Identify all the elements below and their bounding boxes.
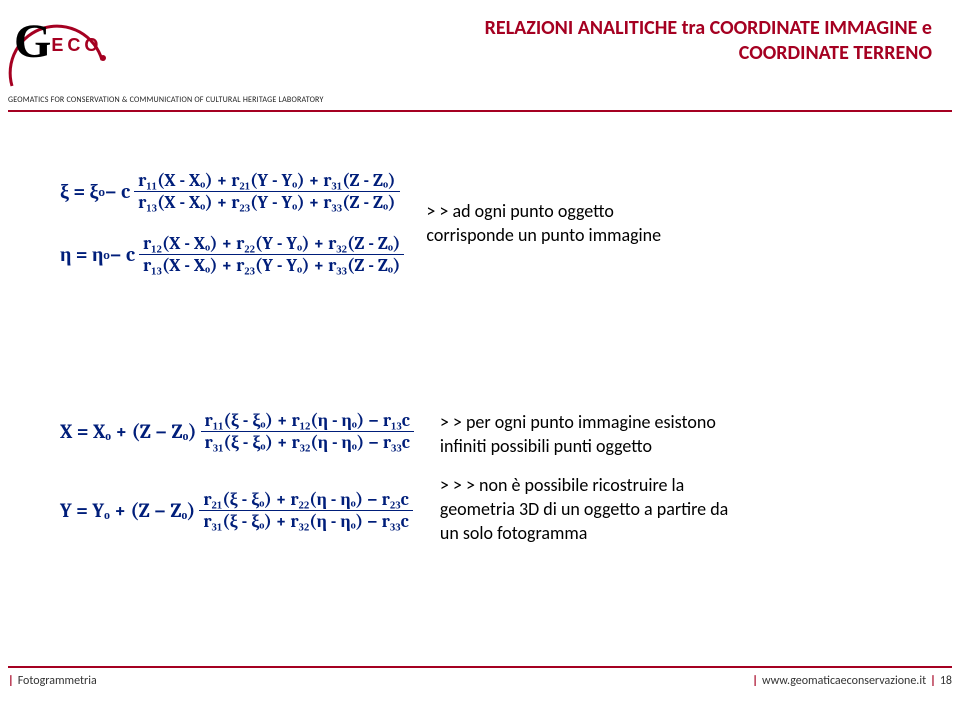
pipe-icon: | — [930, 674, 936, 688]
eq-Y-fraction: r₂₁(ξ - ξₒ) + r₂₂(η - ηₒ) − r₂₃c r₃₁(ξ -… — [199, 489, 412, 532]
laboratory-label: GEOMATICS FOR CONSERVATION & COMMUNICATI… — [8, 95, 324, 105]
eq-xi-lhs-b: − c — [105, 180, 130, 203]
eq-stack-1: ξ = ξo − c r₁₁(X - Xₒ) + r₂₁(Y - Yₒ) + r… — [60, 170, 408, 276]
eq-eta-lhs-a: η = η — [60, 243, 103, 267]
eq-X-lhs: X = Xₒ + (Z − Zₒ) — [60, 420, 197, 444]
logo-sub: ECO — [51, 35, 102, 55]
eq-X: X = Xₒ + (Z − Zₒ) r₁₁(ξ - ξₒ) + r₁₂(η - … — [60, 410, 418, 453]
title-line1: RELAZIONI ANALITICHE tra COORDINATE IMMA… — [485, 16, 932, 41]
eq-Y-num: r₂₁(ξ - ξₒ) + r₂₂(η - ηₒ) − r₂₃c — [199, 489, 412, 510]
eq-eta-lhs-b: − c — [110, 243, 135, 266]
footer-page: 18 — [940, 674, 952, 688]
footer-rule — [8, 666, 952, 668]
footer-left-label: Fotogrammetria — [18, 674, 97, 688]
eq-X-fraction: r₁₁(ξ - ξₒ) + r₁₂(η - ηₒ) − r₁₃c r₃₁(ξ -… — [201, 410, 414, 453]
eq-xi: ξ = ξo − c r₁₁(X - Xₒ) + r₂₁(Y - Yₒ) + r… — [60, 170, 408, 213]
eq-eta-fraction: r₁₂(X - Xₒ) + r₂₂(Y - Yₒ) + r₃₂(Z - Zₒ) … — [139, 233, 404, 276]
note-inverse-a: > > per ogni punto immagine esistono inf… — [440, 410, 740, 459]
eq-eta-den: r₁₃(X - Xₒ) + r₂₃(Y - Yₒ) + r₃₃(Z - Zₒ) — [139, 255, 404, 276]
slide-body: ξ = ξo − c r₁₁(X - Xₒ) + r₂₁(Y - Yₒ) + r… — [0, 130, 960, 636]
footer-left: | Fotogrammetria — [8, 674, 97, 688]
eq-xi-fraction: r₁₁(X - Xₒ) + r₂₁(Y - Yₒ) + r₃₁(Z - Zₒ) … — [134, 170, 399, 213]
eq-X-den: r₃₁(ξ - ξₒ) + r₃₂(η - ηₒ) − r₃₃c — [201, 432, 414, 453]
slide-header: GECO GEOMATICS FOR CONSERVATION & COMMUN… — [0, 0, 960, 110]
note-forward: > > ad ogni punto oggetto corrisponde un… — [426, 199, 686, 248]
eq-stack-2: X = Xₒ + (Z − Zₒ) r₁₁(ξ - ξₒ) + r₁₂(η - … — [60, 410, 418, 532]
slide-footer: | Fotogrammetria | www.geomaticaeconserv… — [8, 666, 952, 688]
eq-xi-den: r₁₃(X - Xₒ) + r₂₃(Y - Yₒ) + r₃₃(Z - Zₒ) — [134, 192, 399, 213]
equation-group-forward: ξ = ξo − c r₁₁(X - Xₒ) + r₂₁(Y - Yₒ) + r… — [60, 170, 686, 276]
footer-right: | www.geomaticaeconservazione.it | 18 — [752, 674, 952, 688]
eq-X-num: r₁₁(ξ - ξₒ) + r₁₂(η - ηₒ) − r₁₃c — [201, 410, 414, 431]
eq-Y: Y = Yₒ + (Z − Zₒ) r₂₁(ξ - ξₒ) + r₂₂(η - … — [60, 489, 418, 532]
eq-eta-num: r₁₂(X - Xₒ) + r₂₂(Y - Yₒ) + r₃₂(Z - Zₒ) — [139, 233, 404, 254]
slide-title: RELAZIONI ANALITICHE tra COORDINATE IMMA… — [485, 16, 932, 66]
eq-xi-lhs-a: ξ = ξ — [60, 180, 98, 204]
note-inverse-b: > > > non è possibile ricostruire la geo… — [440, 473, 740, 546]
notes-inverse: > > per ogni punto immagine esistono inf… — [440, 410, 740, 545]
pipe-icon: | — [8, 674, 14, 688]
eq-Y-den: r₃₁(ξ - ξₒ) + r₃₂(η - ηₒ) − r₃₃c — [199, 511, 412, 532]
eq-eta: η = ηo − c r₁₂(X - Xₒ) + r₂₂(Y - Yₒ) + r… — [60, 233, 408, 276]
footer-url: www.geomaticaeconservazione.it — [762, 674, 926, 688]
footer-content: | Fotogrammetria | www.geomaticaeconserv… — [8, 674, 952, 688]
pipe-icon: | — [752, 674, 758, 688]
geco-logo: GECO — [0, 8, 120, 103]
equation-group-inverse: X = Xₒ + (Z − Zₒ) r₁₁(ξ - ξₒ) + r₁₂(η - … — [60, 410, 740, 545]
logo-letter: G — [14, 15, 51, 68]
eq-xi-num: r₁₁(X - Xₒ) + r₂₁(Y - Yₒ) + r₃₁(Z - Zₒ) — [134, 170, 399, 191]
eq-Y-lhs: Y = Yₒ + (Z − Zₒ) — [60, 499, 195, 523]
title-line2: COORDINATE TERRENO — [485, 41, 932, 66]
title-underline — [8, 110, 952, 112]
